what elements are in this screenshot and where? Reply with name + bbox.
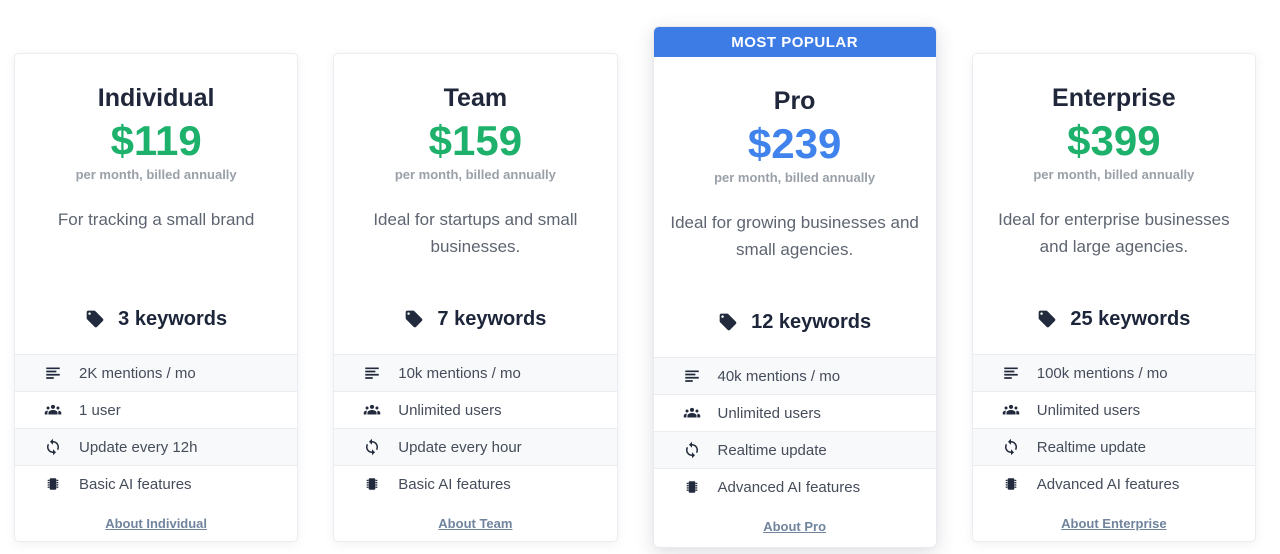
feature-row: Realtime update (972, 428, 1255, 465)
feature-row: 40k mentions / mo (653, 357, 936, 394)
feature-row: Basic AI features (15, 465, 298, 502)
update-icon (1004, 438, 1017, 456)
feature-label: 1 user (79, 401, 121, 419)
tag-icon (1038, 310, 1056, 328)
keywords-label: 7 keywords (437, 307, 547, 330)
plan-price: $399 (1067, 117, 1161, 164)
feature-row: Advanced AI features (972, 465, 1255, 502)
about-pro-link[interactable]: About Pro (763, 519, 827, 534)
feature-row: Advanced AI features (653, 468, 936, 505)
ai-chip-icon (47, 478, 59, 490)
feature-label: Realtime update (1036, 438, 1146, 456)
feature-label: 40k mentions / mo (717, 367, 841, 385)
users-icon (683, 407, 700, 418)
tag-icon (719, 313, 737, 331)
mentions-icon (46, 367, 60, 379)
feature-list: 2K mentions / mo 1 user Update every 12h… (15, 354, 298, 502)
plan-price: $239 (747, 120, 842, 167)
mentions-icon (365, 367, 379, 379)
feature-label: 2K mentions / mo (79, 364, 196, 382)
feature-list: 40k mentions / mo Unlimited users Realti… (653, 357, 936, 505)
ai-chip-icon (686, 481, 697, 493)
feature-label: Unlimited users (398, 401, 502, 419)
feature-label: Advanced AI features (717, 478, 861, 496)
keywords-row: 3 keywords (15, 306, 297, 332)
about-individual-link[interactable]: About Individual (105, 516, 208, 531)
tag-icon (86, 310, 104, 328)
users-icon (364, 404, 381, 415)
feature-label: Realtime update (717, 441, 827, 459)
plan-description: Ideal for startups and small businesses. (373, 210, 578, 256)
feature-row: 2K mentions / mo (15, 354, 298, 391)
feature-row: Basic AI features (334, 465, 617, 502)
users-icon (1002, 404, 1019, 415)
billing-note: per month, billed annually (1033, 167, 1195, 182)
about-team-link[interactable]: About Team (438, 516, 513, 531)
mentions-icon (684, 370, 699, 382)
feature-label: Update every 12h (79, 438, 198, 456)
feature-list: 10k mentions / mo Unlimited users Update… (334, 354, 617, 502)
billing-note: per month, billed annually (75, 167, 237, 182)
plan-title: Pro (773, 87, 816, 115)
plan-description: Ideal for enterprise businesses and larg… (998, 210, 1230, 256)
feature-list: 100k mentions / mo Unlimited users Realt… (972, 354, 1255, 502)
keywords-label: 25 keywords (1070, 307, 1191, 330)
feature-row: Update every 12h (15, 428, 298, 465)
keywords-label: 12 keywords (751, 310, 872, 333)
feature-label: Advanced AI features (1036, 475, 1180, 493)
plan-card-enterprise: Enterprise $399 per month, billed annual… (971, 53, 1256, 542)
feature-label: Basic AI features (79, 475, 192, 493)
feature-row: 10k mentions / mo (334, 354, 617, 391)
billing-note: per month, billed annually (714, 170, 876, 185)
users-icon (44, 404, 62, 415)
feature-row: Realtime update (653, 431, 936, 468)
plan-title: Team (443, 84, 508, 112)
most-popular-banner: MOST POPULAR (653, 27, 936, 57)
about-enterprise-link[interactable]: About Enterprise (1061, 516, 1167, 531)
mentions-icon (1004, 367, 1018, 379)
feature-label: Basic AI features (398, 475, 511, 493)
keywords-label: 3 keywords (118, 307, 228, 330)
plan-title: Individual (97, 84, 215, 112)
keywords-row: 25 keywords (973, 306, 1255, 332)
feature-row: 1 user (15, 391, 298, 428)
feature-row: Unlimited users (972, 391, 1255, 428)
plan-card-individual: Individual $119 per month, billed annual… (14, 53, 299, 542)
ai-chip-icon (1005, 478, 1017, 490)
update-icon (366, 438, 379, 456)
update-icon (47, 438, 59, 456)
tag-icon (406, 310, 423, 328)
feature-label: 10k mentions / mo (398, 364, 521, 382)
feature-row: Update every hour (334, 428, 617, 465)
feature-row: Unlimited users (334, 391, 617, 428)
plan-description: For tracking a small brand (57, 210, 255, 229)
feature-row: 100k mentions / mo (972, 354, 1255, 391)
plan-card-team: Team $159 per month, billed annually Ide… (333, 53, 618, 542)
feature-label: Unlimited users (1036, 401, 1141, 419)
plan-card-pro: MOST POPULAR Pro $239 per month, billed … (652, 26, 937, 548)
feature-label: Unlimited users (717, 404, 821, 422)
plan-description: Ideal for growing businesses and small a… (670, 213, 919, 259)
billing-note: per month, billed annually (394, 167, 556, 182)
plan-title: Enterprise (1052, 84, 1176, 112)
plan-price: $119 (110, 117, 202, 164)
feature-label: Update every hour (398, 438, 522, 456)
plan-price: $159 (428, 117, 523, 164)
feature-row: Unlimited users (653, 394, 936, 431)
update-icon (685, 441, 698, 459)
ai-chip-icon (366, 478, 378, 490)
feature-label: 100k mentions / mo (1036, 364, 1168, 382)
keywords-row: 12 keywords (654, 309, 936, 335)
keywords-row: 7 keywords (334, 306, 616, 332)
